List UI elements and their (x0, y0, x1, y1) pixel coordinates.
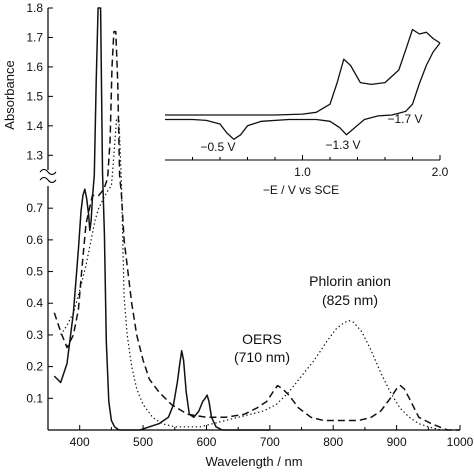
y-tick-label: 1.3 (26, 148, 43, 162)
x-tick-label: 500 (133, 435, 153, 449)
dashed-spectrum-line (53, 30, 460, 431)
y-axis-label: Absorbance (2, 60, 17, 129)
oers-annotation-line1: OERS (242, 331, 282, 347)
y-tick-label: 0.1 (26, 391, 43, 405)
inset-annotation-1-3v: −1.3 V (325, 138, 360, 152)
y-tick-label: 1.4 (26, 119, 43, 133)
x-tick-label: 800 (323, 435, 343, 449)
y-tick-label: 0.7 (26, 201, 43, 215)
x-tick-label: 1000 (447, 435, 474, 449)
y-tick-label: 0.6 (26, 233, 43, 247)
y-tick-label: 1.7 (26, 30, 43, 44)
inset-x-tick-label: 1.0 (294, 165, 311, 179)
axis-break-mark-bottom (39, 176, 57, 184)
inset-cyclic-voltammogram: 1.0 2.0 −0.5 V −1.3 V −1.7 V −E / V vs SC… (165, 28, 449, 197)
y-ticks-lower: 0.1 0.2 0.3 0.4 0.5 0.6 0.7 (26, 201, 53, 405)
oers-annotation-line2: (710 nm) (234, 349, 290, 365)
axis-break-mark-top (39, 168, 57, 176)
inset-annotation-0-5v: −0.5 V (200, 140, 235, 154)
y-tick-label: 1.5 (26, 89, 43, 103)
y-tick-label: 1.8 (26, 1, 43, 15)
inset-annotation-1-7v: −1.7 V (387, 112, 422, 126)
solid-spectrum-line (53, 7, 270, 431)
y-tick-label: 1.6 (26, 60, 43, 74)
x-tick-label: 600 (196, 435, 216, 449)
y-ticks-upper: 1.3 1.4 1.5 1.6 1.7 1.8 (26, 1, 53, 162)
x-tick-label: 900 (387, 435, 407, 449)
inset-cv-reverse-sweep (165, 42, 441, 140)
inset-cv-forward-sweep (165, 28, 441, 116)
phlorin-annotation-line2: (825 nm) (322, 292, 378, 308)
x-tick-label: 700 (260, 435, 280, 449)
y-tick-label: 0.5 (26, 265, 43, 279)
x-ticks: 400 500 600 700 800 900 1000 (47, 425, 474, 449)
x-axis-label: Wavelength / nm (205, 454, 302, 469)
y-tick-label: 0.2 (26, 360, 43, 374)
phlorin-annotation-line1: Phlorin anion (309, 273, 391, 289)
x-tick-label: 400 (70, 435, 90, 449)
inset-x-axis-label: −E / V vs SCE (263, 183, 339, 197)
spectra-series-group (53, 7, 460, 431)
y-tick-label: 0.4 (26, 296, 43, 310)
inset-cv-trace (165, 28, 441, 140)
inset-x-ticks: 1.0 2.0 (192, 155, 449, 179)
inset-x-tick-label: 2.0 (432, 165, 449, 179)
y-tick-label: 0.3 (26, 328, 43, 342)
